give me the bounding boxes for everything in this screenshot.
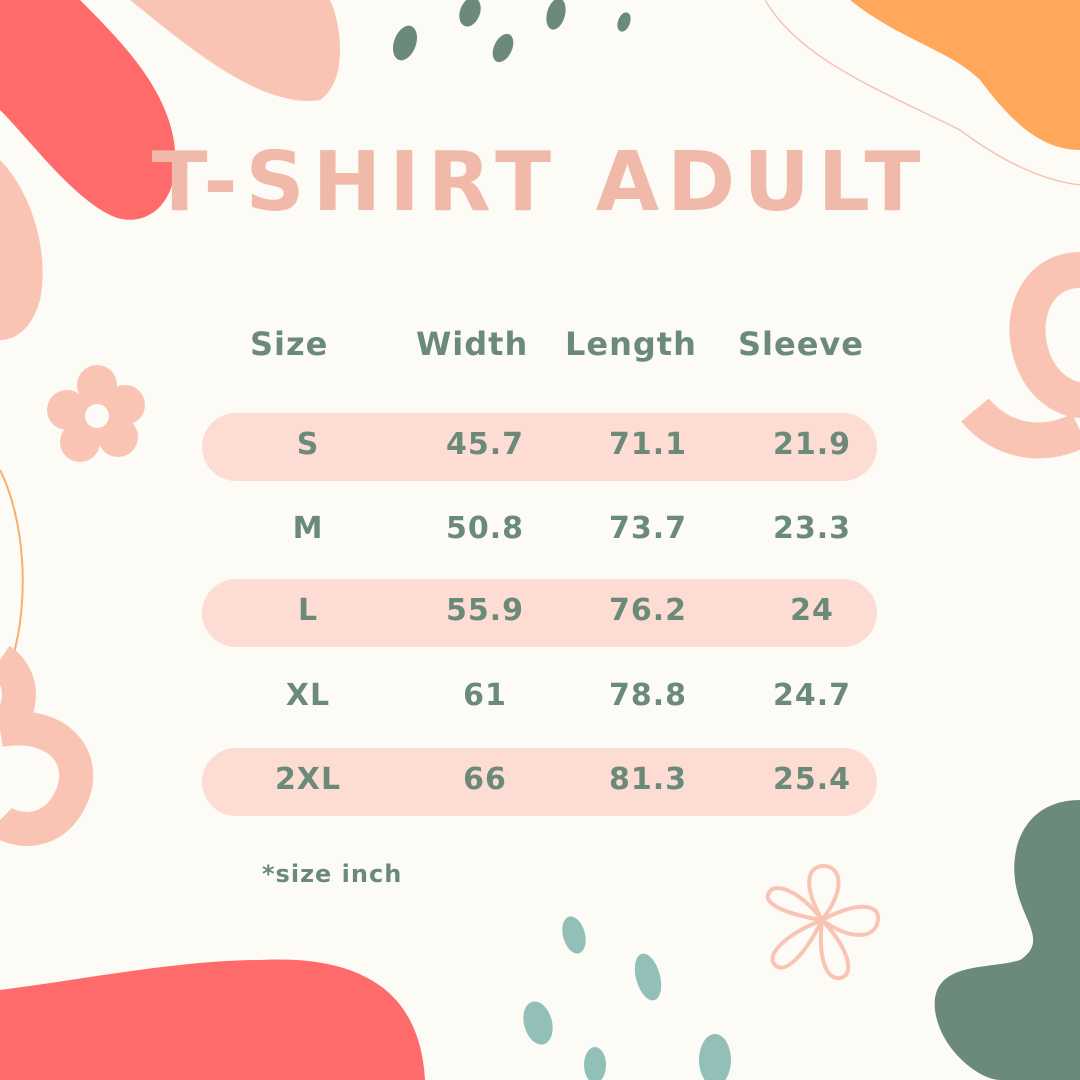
cell-sleeve: 24.7 — [772, 678, 852, 713]
cell-sleeve: 25.4 — [772, 762, 852, 797]
green-blob-bottom-right — [934, 800, 1080, 1080]
cell-length: 81.3 — [608, 762, 688, 797]
peach-loop-left — [0, 645, 94, 846]
cell-size: XL — [285, 678, 331, 713]
cell-size: 2XL — [274, 762, 342, 797]
row-band — [202, 413, 877, 481]
header-size: Size — [250, 325, 329, 363]
cell-width: 50.8 — [445, 511, 525, 546]
cell-size: M — [292, 511, 324, 546]
peach-blob-top — [130, 0, 340, 101]
cell-length: 78.8 — [608, 678, 688, 713]
cell-width: 66 — [463, 762, 507, 797]
coral-blob-top-left — [0, 0, 176, 220]
cell-sleeve: 24 — [790, 593, 834, 628]
unit-note: *size inch — [262, 860, 403, 888]
page-title: T-SHIRT ADULT — [151, 135, 929, 230]
cell-width: 55.9 — [445, 593, 525, 628]
row-band — [202, 579, 877, 647]
header-length: Length — [565, 325, 697, 363]
cell-length: 71.1 — [608, 427, 688, 462]
flower-outline-icon-right — [765, 864, 881, 981]
coral-blob-bottom — [0, 959, 425, 1080]
header-sleeve: Sleeve — [738, 325, 864, 363]
peach-curve-right — [961, 252, 1080, 459]
header-width: Width — [416, 325, 529, 363]
cell-length: 76.2 — [608, 593, 688, 628]
green-dots-top — [392, 0, 631, 63]
row-band — [202, 748, 877, 816]
orange-line-left — [0, 469, 24, 661]
cell-size: S — [296, 427, 320, 462]
cell-length: 73.7 — [608, 511, 688, 546]
cell-size: L — [297, 593, 319, 628]
cell-sleeve: 23.3 — [772, 511, 852, 546]
cell-width: 45.7 — [445, 427, 525, 462]
peach-blob-left — [0, 160, 43, 340]
orange-blob-top-right — [850, 0, 1080, 150]
flower-icon-left — [47, 365, 145, 462]
teal-dots-bottom — [523, 916, 731, 1080]
line-top-right — [764, 0, 1080, 186]
cell-width: 61 — [463, 678, 507, 713]
cell-sleeve: 21.9 — [772, 427, 852, 462]
